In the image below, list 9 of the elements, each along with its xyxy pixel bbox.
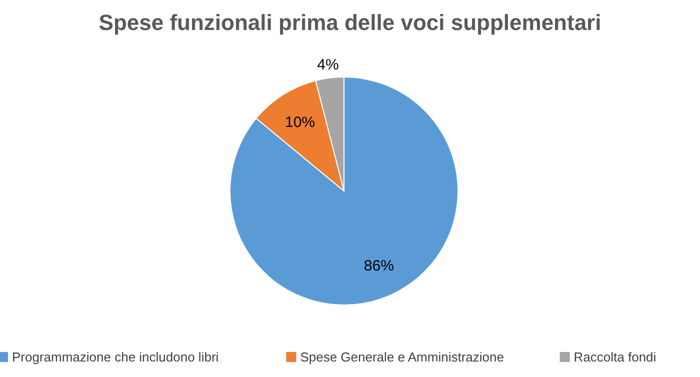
- pie-slice: [230, 76, 458, 306]
- legend-label: Raccolta fondi: [574, 350, 656, 365]
- data-label: 86%: [364, 258, 394, 275]
- data-label: 10%: [285, 114, 316, 131]
- chart-title: Spese funzionali prima delle voci supplementari: [98, 10, 602, 35]
- data-label: 4%: [317, 56, 339, 74]
- legend-label: Spese Generale e Amministrazione: [300, 350, 504, 365]
- legend-label: Programmazione che includono libri: [12, 350, 219, 365]
- pie-slice: [256, 80, 344, 192]
